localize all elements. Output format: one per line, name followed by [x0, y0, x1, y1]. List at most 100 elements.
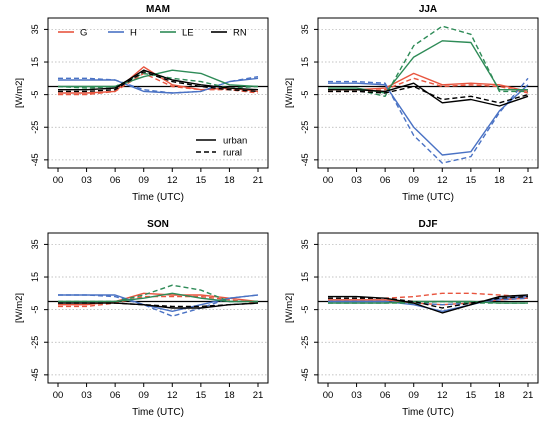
- series-g-urban-line: [58, 66, 259, 94]
- x-axis-label: Time (UTC): [132, 192, 184, 203]
- panel-djf: DJF 35 15 -5 -25 -45 [W/m2] 00 03 06 09 12 15 18 21 Tim…: [284, 219, 539, 418]
- x-tick-label: 00: [323, 390, 334, 401]
- y-tick-label: -5: [30, 306, 40, 314]
- x-tick-label: 15: [466, 390, 477, 401]
- x-tick-label: 18: [494, 175, 505, 186]
- x-tick-label: 09: [408, 390, 419, 401]
- y-tick-label: -25: [30, 121, 40, 134]
- y-tick-label: 35: [30, 239, 40, 249]
- panel-jja: JJA 35 15 -5 -25 -45 [W/m2] 00 03 06 09 12 15 18 21 Tim…: [284, 4, 539, 203]
- y-tick-label: -5: [300, 306, 310, 314]
- plot-frame: [317, 232, 539, 384]
- y-tick-label: -25: [300, 336, 310, 349]
- x-tick-label: 21: [523, 175, 534, 186]
- series-g-urban-line: [58, 292, 259, 306]
- x-tick-label: 06: [380, 390, 391, 401]
- y-axis-label: [W/m2]: [14, 78, 25, 108]
- y-tick-label: -45: [30, 368, 40, 381]
- x-tick-label: 09: [138, 390, 149, 401]
- x-tick-label: 12: [437, 390, 448, 401]
- x-axis-label: Time (UTC): [402, 192, 454, 203]
- series-legend: G H LE RN: [58, 28, 247, 39]
- x-tick-label: 21: [253, 390, 264, 401]
- series-le-rural-line: [58, 284, 258, 303]
- series-g-rural-line: [328, 77, 529, 94]
- x-tick-label: 06: [110, 390, 121, 401]
- y-tick-label: -45: [300, 368, 310, 381]
- x-tick-label: 18: [494, 390, 505, 401]
- legend-label-h: H: [130, 28, 137, 39]
- x-tick-label: 18: [224, 175, 235, 186]
- series-rn-rural-line: [328, 295, 529, 309]
- y-tick-label: 35: [30, 24, 40, 34]
- series-h-rural-line: [328, 77, 529, 164]
- x-axis-label: Time (UTC): [132, 407, 184, 418]
- panel-mam: MAM 35 15 -5 -25 -45 [W/m2] 00 03 06 09 12 15 18 21 Tim…: [14, 4, 269, 203]
- panel-title: SON: [147, 219, 169, 230]
- series-le-urban-line: [58, 69, 259, 88]
- x-tick-label: 18: [224, 390, 235, 401]
- y-tick-label: 35: [300, 24, 310, 34]
- plot-frame: [47, 17, 269, 169]
- style-label-rural: rural: [223, 148, 242, 159]
- y-axis-label: [W/m2]: [284, 293, 295, 323]
- panel-son: SON 35 15 -5 -25 -45 [W/m2] 00 03 06 09 12 15 18 21 Tim…: [14, 219, 269, 418]
- x-tick-label: 09: [408, 175, 419, 186]
- y-tick-label: -5: [30, 91, 40, 99]
- x-tick-label: 09: [138, 175, 149, 186]
- x-tick-label: 06: [110, 175, 121, 186]
- y-axis-label: [W/m2]: [284, 78, 295, 108]
- series-h-urban-line: [328, 82, 529, 156]
- series-le-rural-line: [328, 25, 528, 98]
- legend-label-rn: RN: [233, 28, 247, 39]
- y-tick-label: -25: [300, 121, 310, 134]
- x-tick-label: 00: [53, 390, 64, 401]
- series-rn-rural-line: [328, 85, 529, 104]
- y-tick-label: -5: [300, 91, 310, 99]
- x-tick-label: 00: [323, 175, 334, 186]
- y-tick-label: -25: [30, 336, 40, 349]
- legend-label-g: G: [80, 28, 87, 39]
- panel-title: JJA: [419, 4, 437, 15]
- x-axis-label: Time (UTC): [402, 407, 454, 418]
- series-le-rural-line: [328, 300, 528, 304]
- x-tick-label: 15: [196, 175, 207, 186]
- x-tick-label: 03: [351, 390, 362, 401]
- legend-label-le: LE: [182, 28, 194, 39]
- x-tick-label: 12: [167, 175, 178, 186]
- x-tick-label: 00: [53, 175, 64, 186]
- x-tick-label: 12: [167, 390, 178, 401]
- y-tick-label: 15: [30, 272, 40, 282]
- series-rn-rural-line: [58, 71, 259, 93]
- plot-frame: [47, 232, 269, 384]
- y-tick-label: 35: [300, 239, 310, 249]
- series-rn-urban-line: [328, 82, 529, 107]
- x-tick-label: 03: [81, 390, 92, 401]
- style-label-urban: urban: [223, 136, 247, 147]
- x-tick-label: 21: [253, 175, 264, 186]
- series-rn-rural-line: [58, 302, 259, 308]
- x-tick-label: 15: [466, 175, 477, 186]
- y-tick-label: 15: [300, 272, 310, 282]
- y-tick-label: -45: [30, 153, 40, 166]
- x-tick-label: 03: [81, 175, 92, 186]
- x-tick-label: 12: [437, 175, 448, 186]
- x-tick-label: 15: [196, 390, 207, 401]
- series-h-rural-line: [328, 297, 529, 306]
- plot-frame: [317, 17, 539, 169]
- x-tick-label: 03: [351, 175, 362, 186]
- panel-title: DJF: [419, 219, 438, 230]
- series-rn-urban-line: [58, 69, 259, 91]
- series-rn-urban-line: [328, 294, 529, 314]
- series-g-rural-line: [58, 72, 259, 96]
- y-tick-label: 15: [300, 57, 310, 67]
- series-g-rural-line: [58, 295, 259, 308]
- panel-title: MAM: [146, 4, 170, 15]
- y-axis-label: [W/m2]: [14, 293, 25, 323]
- x-tick-label: 21: [523, 390, 534, 401]
- y-tick-label: -45: [300, 153, 310, 166]
- x-tick-label: 06: [380, 175, 391, 186]
